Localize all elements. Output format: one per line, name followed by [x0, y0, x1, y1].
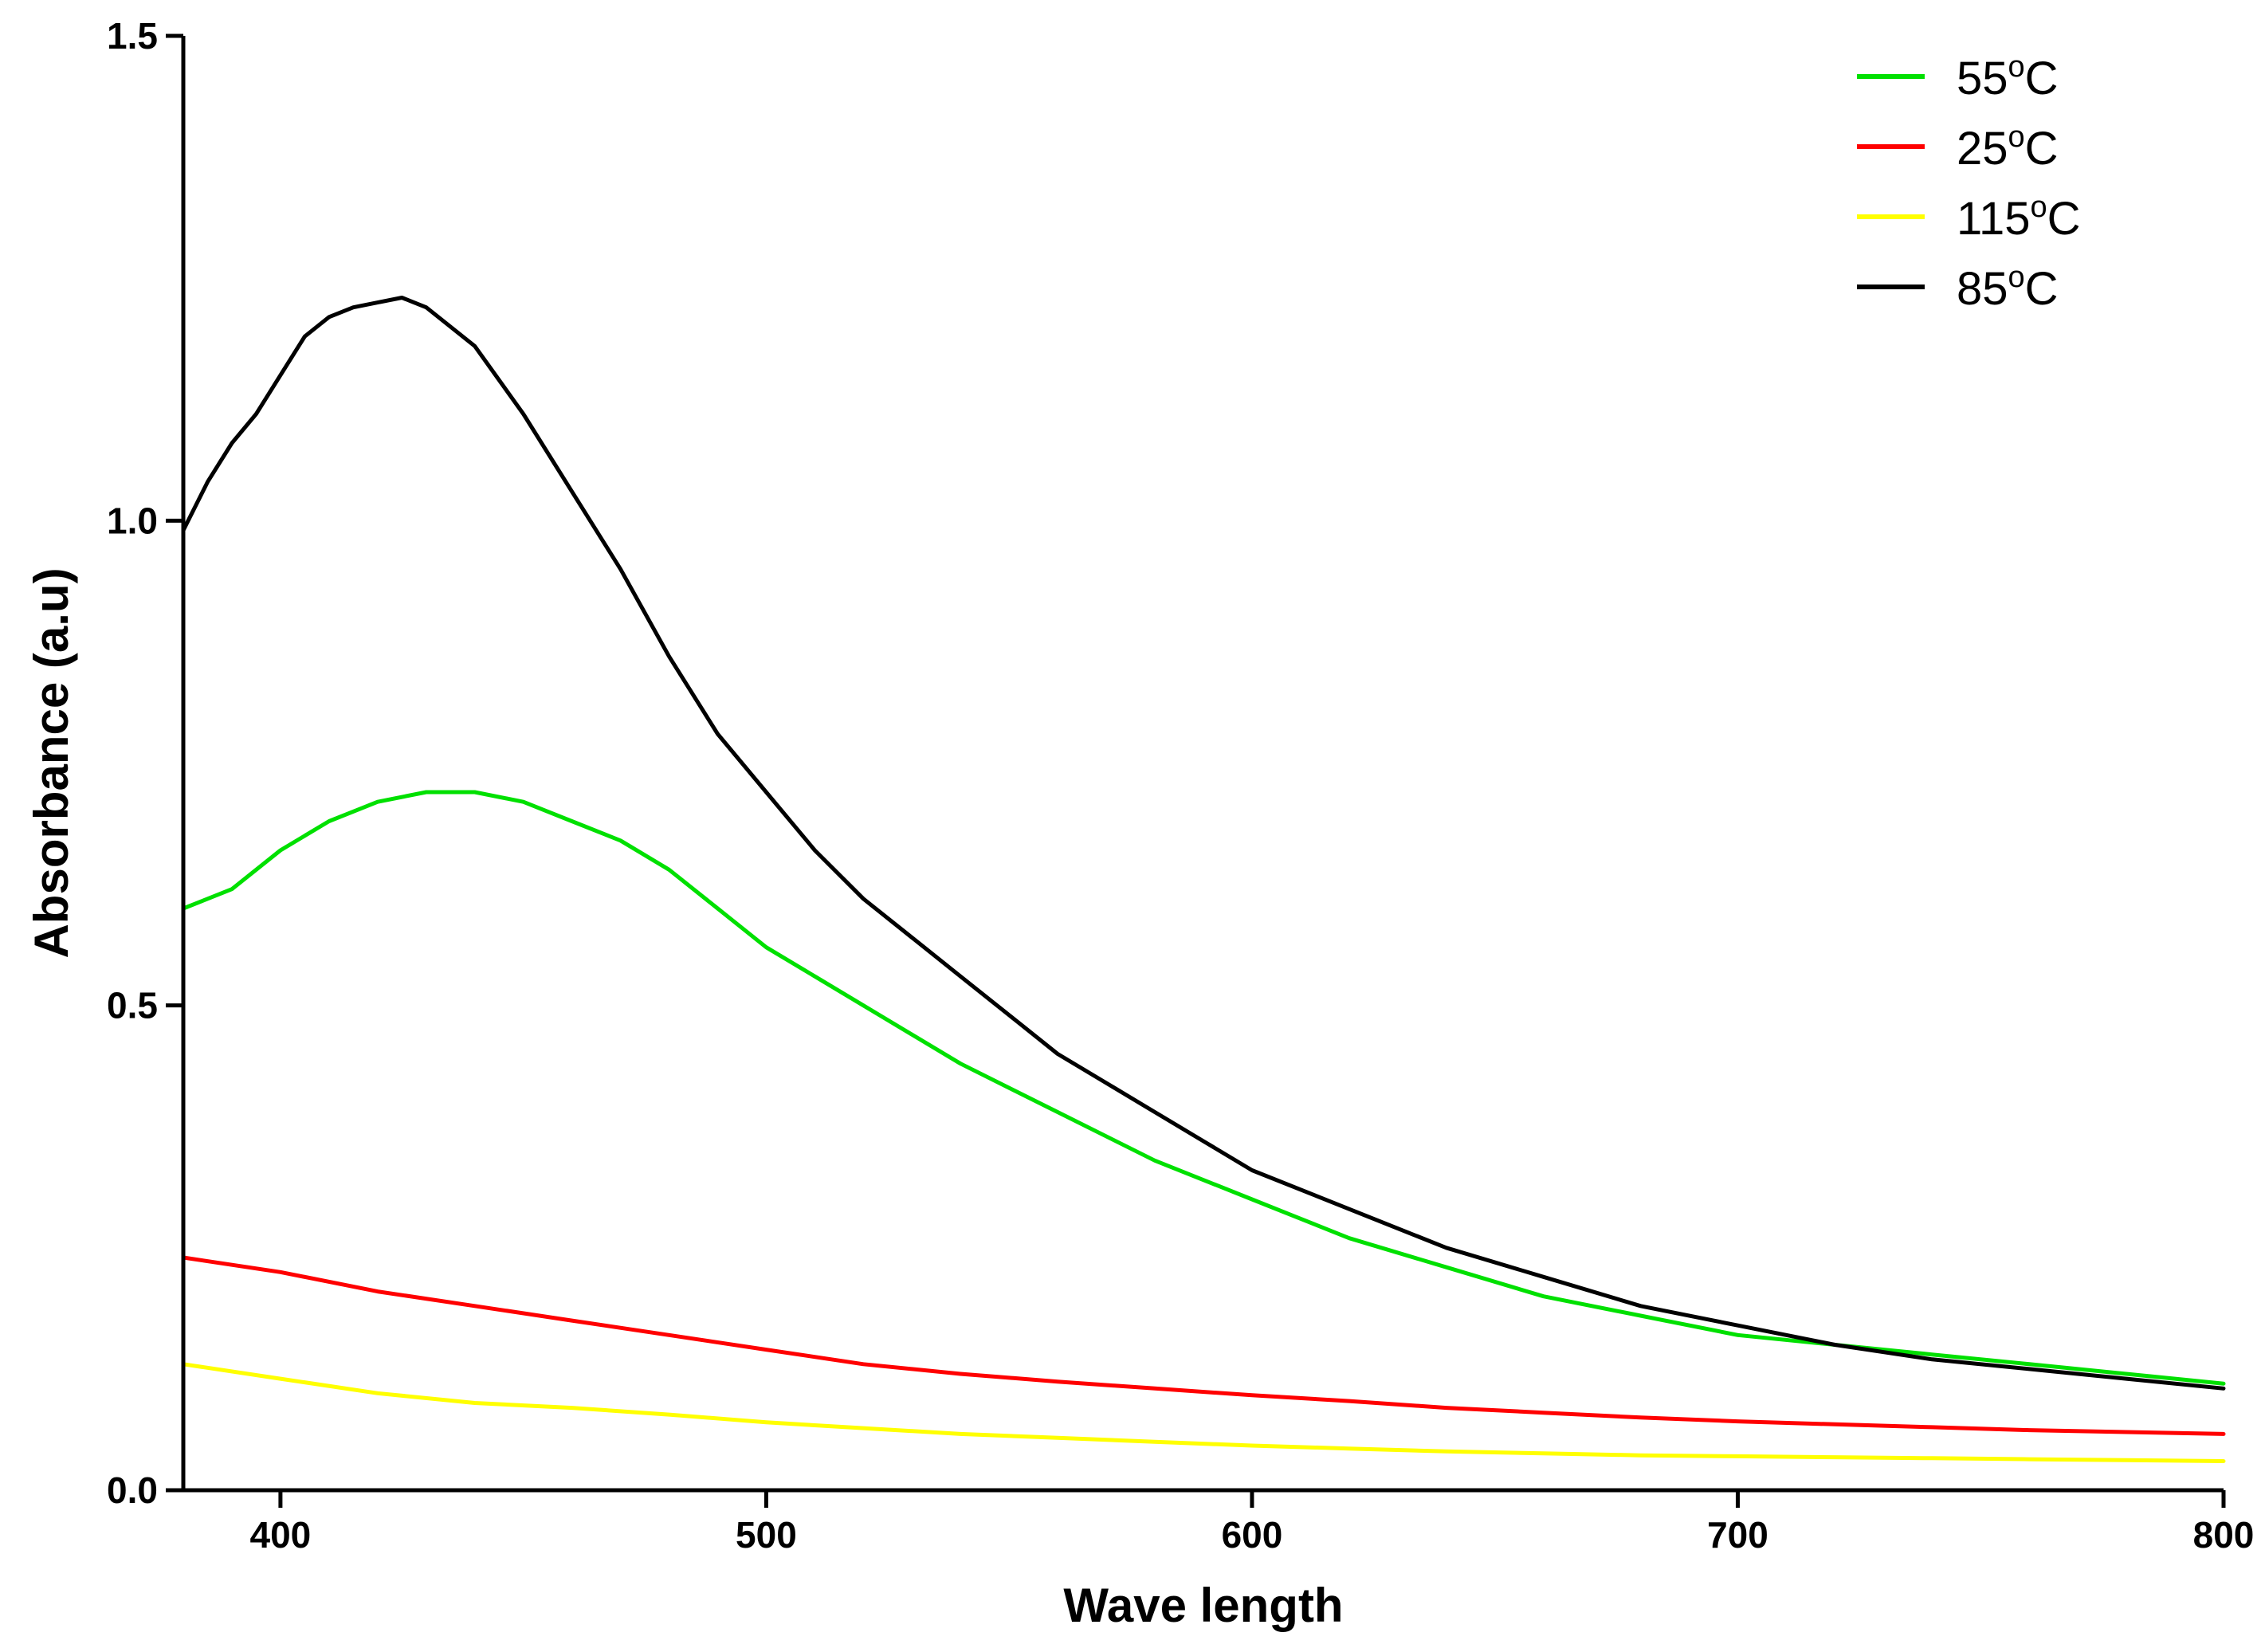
legend-label-85C: 85oC	[1957, 261, 2059, 315]
legend: 55oC 25oC 115oC 85oC	[1857, 50, 2081, 315]
legend-label-55C: 55oC	[1957, 50, 2059, 104]
y-tick-label-1.5: 1.5	[107, 15, 158, 57]
legend-label-115C: 115oC	[1957, 190, 2081, 245]
y-tick-label-0.5: 0.5	[107, 985, 158, 1026]
series-line-115C	[181, 1362, 2226, 1463]
x-tick-label-700: 700	[1707, 1514, 1768, 1556]
series-layer	[181, 296, 2226, 1463]
axes-layer: 400 500 600 700 800 0.0 0.5 1.0 1.5	[107, 15, 2254, 1556]
y-tick-label-1: 1.0	[107, 500, 158, 541]
y-axis-title: Absorbance (a.u)	[25, 567, 78, 958]
x-tick-label-400: 400	[250, 1514, 312, 1556]
y-tick-label-0: 0.0	[107, 1470, 158, 1511]
x-tick-label-800: 800	[2193, 1514, 2255, 1556]
series-line-25C	[181, 1255, 2226, 1436]
legend-label-25C: 25oC	[1957, 120, 2059, 175]
series-line-85C	[181, 296, 2226, 1391]
x-tick-label-600: 600	[1222, 1514, 1283, 1556]
x-axis-title: Wave length	[1063, 1579, 1343, 1632]
series-line-55C	[181, 790, 2226, 1386]
x-tick-label-500: 500	[736, 1514, 797, 1556]
